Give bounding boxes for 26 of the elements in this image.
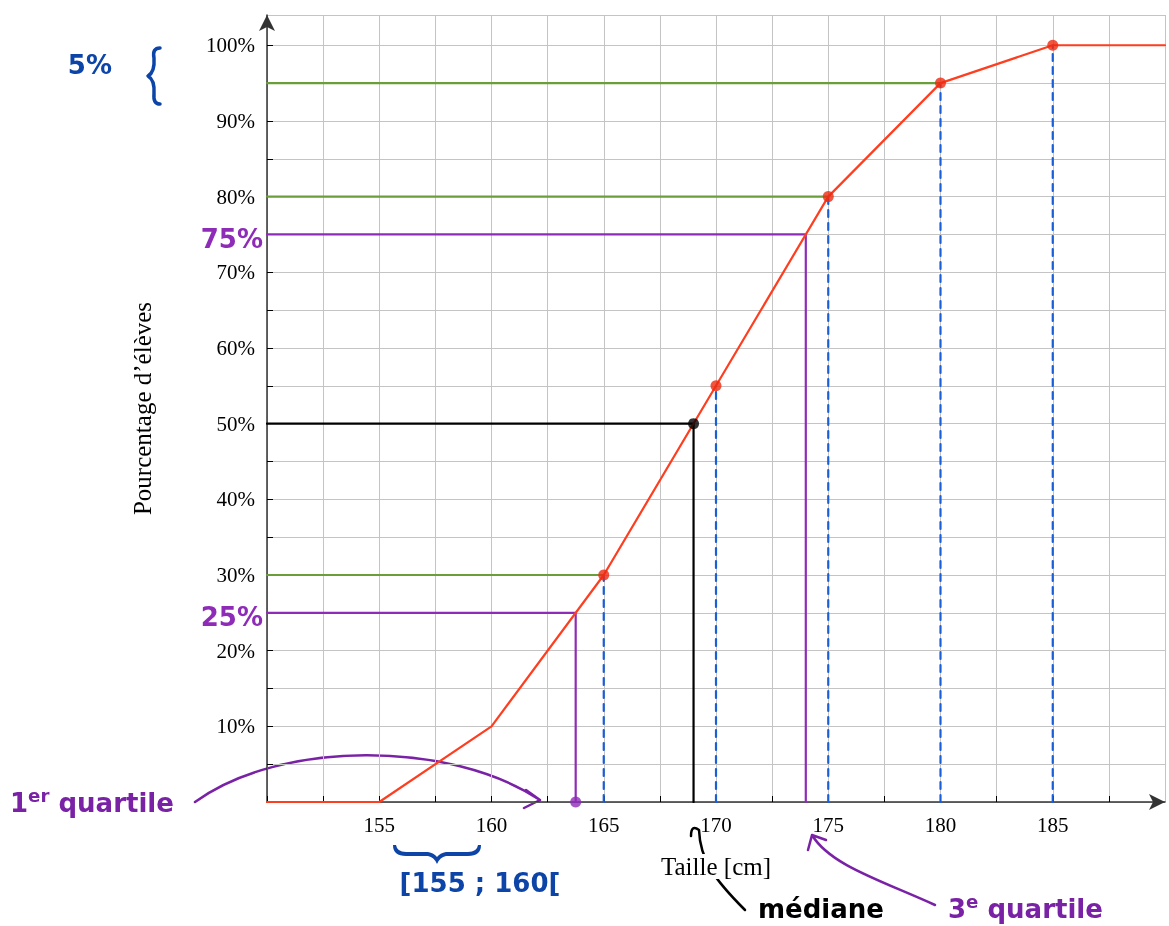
text: médiane (758, 894, 884, 924)
x-tick-label: 160 (475, 812, 508, 837)
y-axis-title: Pourcentage d’élèves (129, 301, 156, 516)
y-tick-label: 20% (216, 638, 255, 663)
x-tick-label: 165 (588, 812, 620, 837)
y-tick-label: 50% (216, 411, 255, 436)
text: 1$^{er}$ quartile (10, 784, 174, 818)
y-tick-label: 40% (216, 487, 255, 512)
x-tick-label: 185 (1037, 812, 1069, 837)
y-tick-label: 30% (216, 562, 255, 587)
x-tick-label: 170 (700, 812, 732, 837)
x-tick-label: 180 (924, 812, 957, 837)
y-tick-label: 100% (206, 33, 255, 58)
y-tick-label: 70% (216, 260, 255, 285)
y-tick-label: 10% (216, 714, 255, 739)
text: 75% (200, 224, 263, 254)
text: [155 ; 160[ (399, 868, 561, 898)
x-tick-label: 175 (812, 812, 844, 837)
text: 3$^{e}$ quartile (948, 890, 1103, 924)
y-tick-label: 80% (216, 184, 255, 209)
y-tick-label: 60% (216, 335, 255, 360)
x-axis-title: Taille [cm] (661, 853, 771, 880)
text: 25% (200, 602, 263, 632)
x-tick-label: 155 (363, 812, 395, 837)
text: 5% (67, 50, 112, 80)
y-tick-label: 90% (216, 108, 255, 133)
